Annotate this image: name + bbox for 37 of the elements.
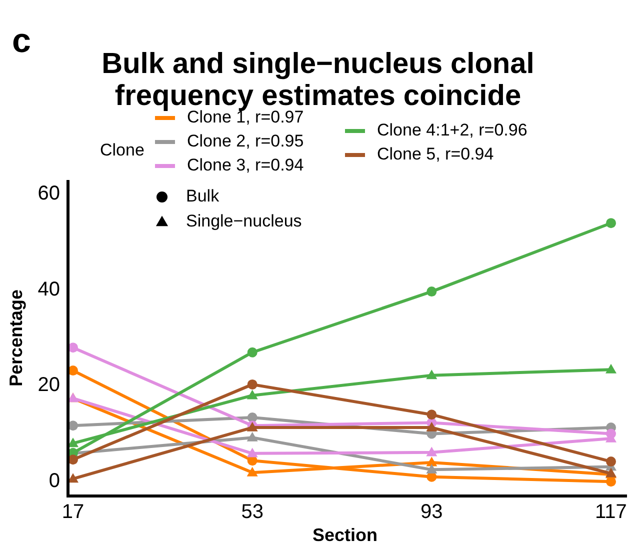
point <box>247 456 258 466</box>
x-tick-label: 53 <box>241 501 264 523</box>
legend-label: Clone 5, r=0.94 <box>377 144 494 164</box>
point <box>426 464 438 474</box>
point <box>426 370 438 380</box>
point <box>247 347 258 358</box>
point <box>606 364 616 374</box>
point <box>426 410 437 420</box>
point <box>426 286 437 297</box>
y-axis-title: Percentage <box>6 289 26 387</box>
point <box>68 454 78 465</box>
point <box>426 422 438 432</box>
y-tick-label: 40 <box>38 278 60 300</box>
point <box>246 466 258 476</box>
x-axis-title: Section <box>312 525 378 545</box>
annotation: Bulk <box>186 186 220 206</box>
point <box>246 390 258 400</box>
chart-title: Bulk and single−nucleus clonal frequency estimates coincide <box>102 48 534 112</box>
point <box>246 448 258 458</box>
y-tick-label: 60 <box>38 182 60 205</box>
point <box>606 456 616 467</box>
y-tick-label: 20 <box>38 374 60 396</box>
x-tick-label: 117 <box>595 501 627 523</box>
legend-label: Clone 4:1+2, r=0.96 <box>377 120 528 140</box>
point <box>426 456 438 466</box>
point <box>426 446 438 456</box>
y-tick-label: 0 <box>48 470 60 492</box>
point <box>246 432 258 442</box>
annotation: Single−nucleus <box>186 211 302 230</box>
legend-label: Clone 2, r=0.95 <box>187 131 304 150</box>
x-tick-label: 93 <box>420 501 443 523</box>
x-tick-label: 17 <box>62 501 84 523</box>
legend-label: Clone 3, r=0.94 <box>187 155 304 174</box>
legend-title: Clone <box>100 140 144 160</box>
point <box>247 379 258 390</box>
point <box>606 218 616 228</box>
text: c <box>12 22 31 60</box>
